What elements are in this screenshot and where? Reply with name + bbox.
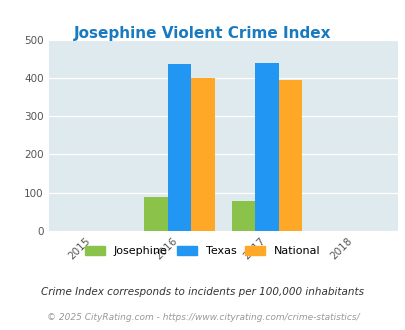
- Legend: Josephine, Texas, National: Josephine, Texas, National: [81, 242, 324, 261]
- Bar: [231, 201, 254, 231]
- Text: © 2025 CityRating.com - https://www.cityrating.com/crime-statistics/: © 2025 CityRating.com - https://www.city…: [47, 313, 358, 322]
- Bar: [191, 78, 215, 231]
- Bar: [254, 63, 278, 231]
- Bar: [144, 197, 167, 231]
- Text: Josephine Violent Crime Index: Josephine Violent Crime Index: [74, 26, 331, 41]
- Bar: [278, 80, 302, 231]
- Bar: [167, 64, 191, 231]
- Text: Crime Index corresponds to incidents per 100,000 inhabitants: Crime Index corresponds to incidents per…: [41, 287, 364, 297]
